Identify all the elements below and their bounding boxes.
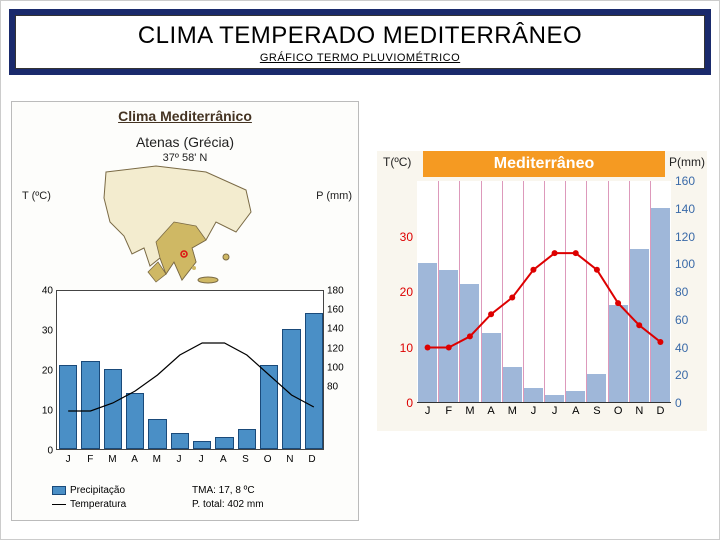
p-tick: 160 <box>323 305 344 316</box>
title-box: CLIMA TEMPERADO MEDITERRÂNEO GRÁFICO TER… <box>15 15 705 69</box>
balkans-map <box>96 162 276 292</box>
p-tick: 140 <box>323 324 344 335</box>
temp-point <box>594 267 600 273</box>
month-label: A <box>212 454 234 465</box>
month-label: M <box>502 405 523 417</box>
p-tick: 120 <box>323 343 344 354</box>
month-label: M <box>459 405 480 417</box>
t-tick: 30 <box>42 326 57 337</box>
month-label: A <box>565 405 586 417</box>
month-label: F <box>79 454 101 465</box>
t-tick: 0 <box>406 396 417 410</box>
p-tick: 120 <box>671 230 695 244</box>
month-label: N <box>629 405 650 417</box>
left-axis-p-label: P (mm) <box>316 190 352 202</box>
month-label: M <box>146 454 168 465</box>
p-tick: 80 <box>323 382 338 393</box>
med-climograph: 0102030 020406080100120140160 <box>417 181 671 403</box>
med-temp-line <box>417 181 671 402</box>
temp-point <box>615 300 621 306</box>
month-label: S <box>234 454 256 465</box>
page-title: CLIMA TEMPERADO MEDITERRÂNEO <box>26 22 694 50</box>
temp-swatch <box>52 504 66 505</box>
temp-point <box>446 345 452 351</box>
climate-stats: TMA: 17, 8 ºC P. total: 402 mm <box>192 484 264 512</box>
ptotal-value: P. total: 402 mm <box>192 498 264 512</box>
athens-temp-line <box>57 291 323 449</box>
month-axis: JFMAMJJASOND <box>57 454 323 465</box>
header-band: CLIMA TEMPERADO MEDITERRÂNEO GRÁFICO TER… <box>9 9 711 75</box>
month-label: O <box>257 454 279 465</box>
month-label: A <box>124 454 146 465</box>
month-label: O <box>608 405 629 417</box>
temp-point <box>657 339 663 345</box>
t-tick: 30 <box>400 230 417 244</box>
month-label: J <box>417 405 438 417</box>
temp-point <box>425 345 431 351</box>
precip-swatch <box>52 486 66 495</box>
t-tick: 10 <box>400 341 417 355</box>
p-tick: 80 <box>671 285 688 299</box>
month-label: F <box>438 405 459 417</box>
panel-athens: Clima Mediterrânico Atenas (Grécia) 37º … <box>11 101 359 521</box>
month-label: J <box>168 454 190 465</box>
page-subtitle: GRÁFICO TERMO PLUVIOMÉTRICO <box>26 52 694 64</box>
p-tick: 140 <box>671 202 695 216</box>
tma-value: TMA: 17, 8 ºC <box>192 484 264 498</box>
right-axis-t-label: T(ºC) <box>383 155 411 169</box>
legend: Precipitação Temperatura <box>52 484 126 512</box>
temp-point <box>552 250 558 256</box>
t-tick: 20 <box>42 366 57 377</box>
t-tick: 20 <box>400 285 417 299</box>
left-title: Clima Mediterrânico <box>12 102 358 124</box>
legend-temp: Temperatura <box>70 499 126 510</box>
p-tick: 100 <box>323 362 344 373</box>
month-label: J <box>57 454 79 465</box>
month-label: S <box>586 405 607 417</box>
month-label: M <box>101 454 123 465</box>
temp-point <box>467 333 473 339</box>
right-axis-p-label: P(mm) <box>669 155 705 169</box>
month-label: J <box>544 405 565 417</box>
p-tick: 0 <box>671 396 682 410</box>
month-label: D <box>301 454 323 465</box>
temp-point <box>488 311 494 317</box>
p-tick: 160 <box>671 174 695 188</box>
right-banner: Mediterrâneo <box>423 151 665 177</box>
p-tick: 100 <box>671 257 695 271</box>
legend-precip: Precipitação <box>70 485 125 496</box>
p-tick: 60 <box>671 313 688 327</box>
temp-point <box>530 267 536 273</box>
athens-climograph: JFMAMJJASOND 010203040 18016014012010080 <box>56 290 324 450</box>
month-label: J <box>523 405 544 417</box>
t-tick: 10 <box>42 406 57 417</box>
left-axis-t-label: T (ºC) <box>22 190 51 202</box>
right-month-axis: JFMAMJJASOND <box>417 405 671 417</box>
temp-point <box>573 250 579 256</box>
p-tick: 180 <box>323 286 344 297</box>
left-location: Atenas (Grécia) <box>12 134 358 150</box>
t-tick: 0 <box>47 446 57 457</box>
temp-point <box>636 322 642 328</box>
p-tick: 20 <box>671 368 688 382</box>
temp-point <box>509 295 515 301</box>
month-label: A <box>481 405 502 417</box>
month-label: J <box>190 454 212 465</box>
month-label: D <box>650 405 671 417</box>
p-tick: 40 <box>671 341 688 355</box>
panel-mediterraneo: T(ºC) Mediterrâneo P(mm) 0102030 0204060… <box>377 151 707 431</box>
t-tick: 40 <box>42 286 57 297</box>
month-label: N <box>279 454 301 465</box>
